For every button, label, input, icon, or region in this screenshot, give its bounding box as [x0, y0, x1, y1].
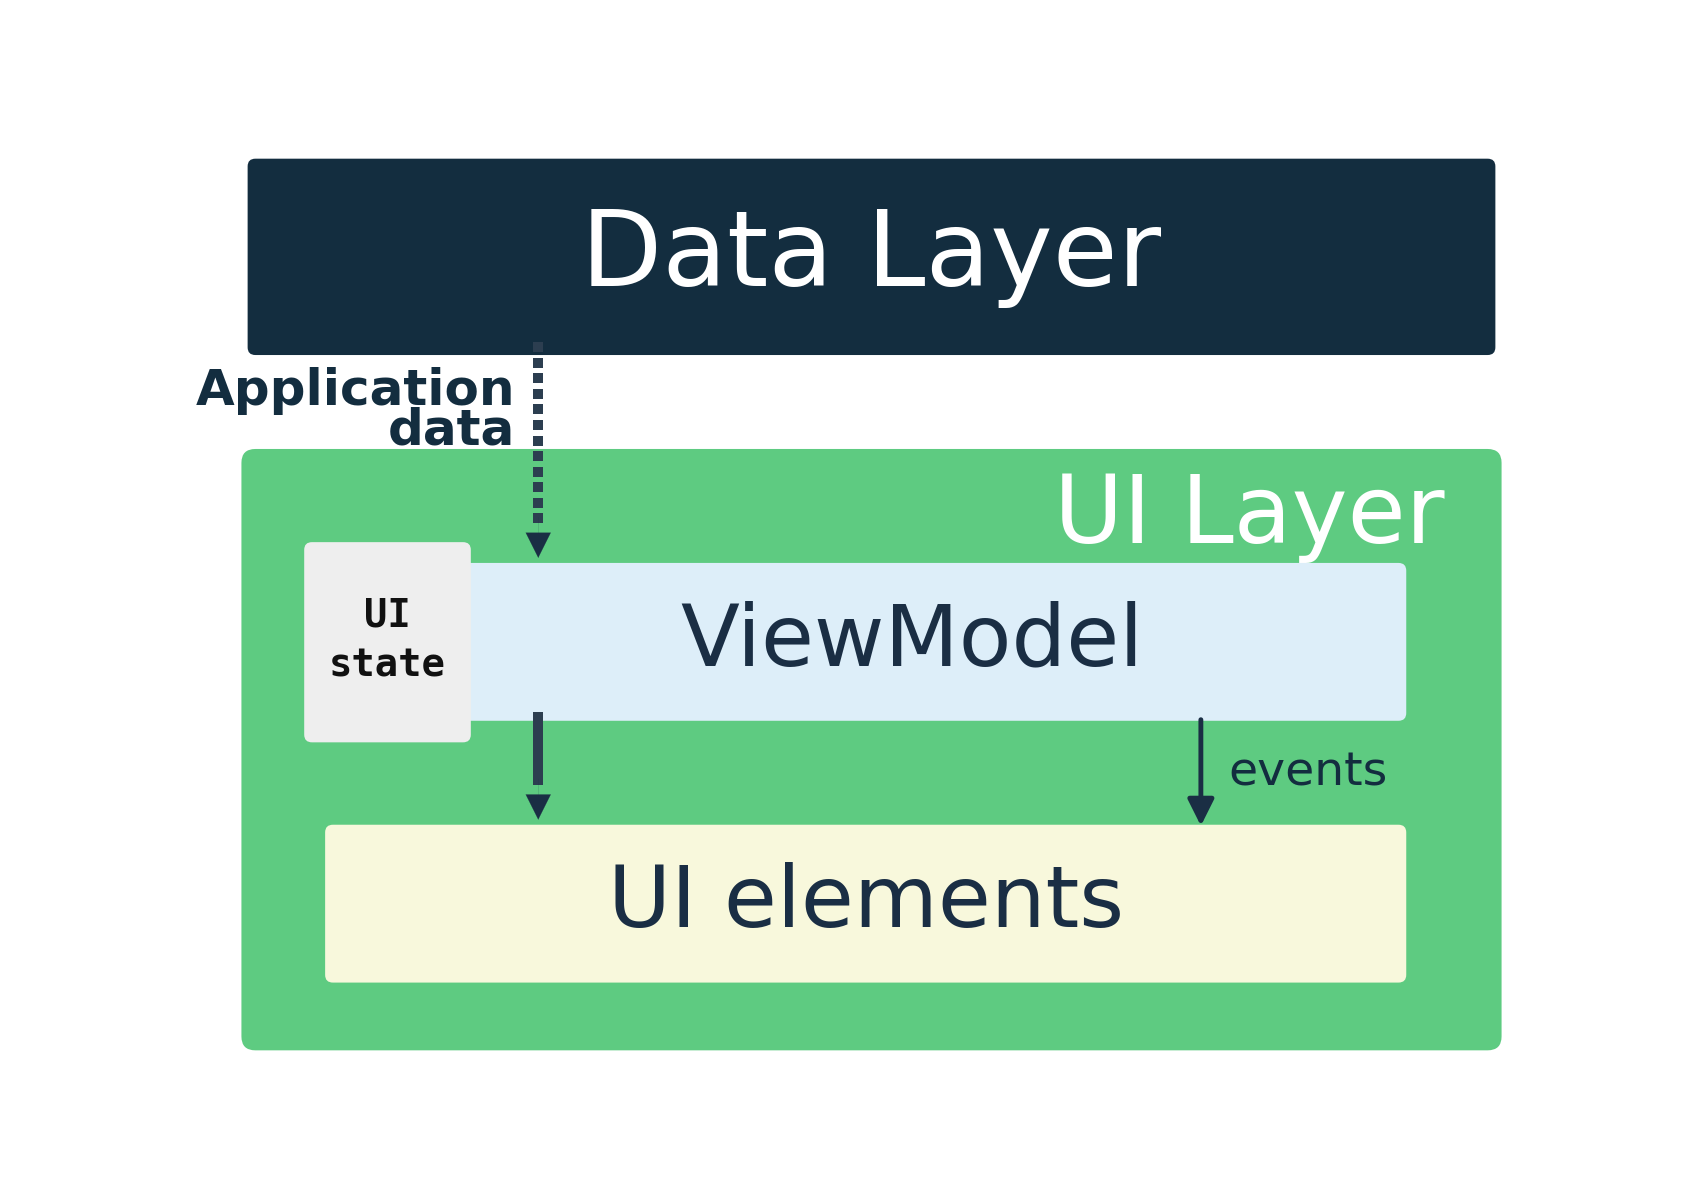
- FancyBboxPatch shape: [305, 542, 471, 743]
- FancyBboxPatch shape: [325, 825, 1406, 983]
- FancyBboxPatch shape: [247, 159, 1496, 355]
- Text: Application: Application: [196, 367, 516, 414]
- Text: UI Layer: UI Layer: [1054, 470, 1445, 562]
- Text: UI elements: UI elements: [608, 862, 1123, 946]
- FancyBboxPatch shape: [325, 562, 1406, 721]
- Text: UI: UI: [364, 596, 410, 634]
- Text: data: data: [388, 407, 516, 455]
- Text: Data Layer: Data Layer: [582, 205, 1161, 308]
- FancyBboxPatch shape: [242, 449, 1501, 1051]
- Text: state: state: [328, 646, 446, 684]
- Text: ViewModel: ViewModel: [681, 601, 1144, 683]
- Text: events: events: [1229, 750, 1387, 795]
